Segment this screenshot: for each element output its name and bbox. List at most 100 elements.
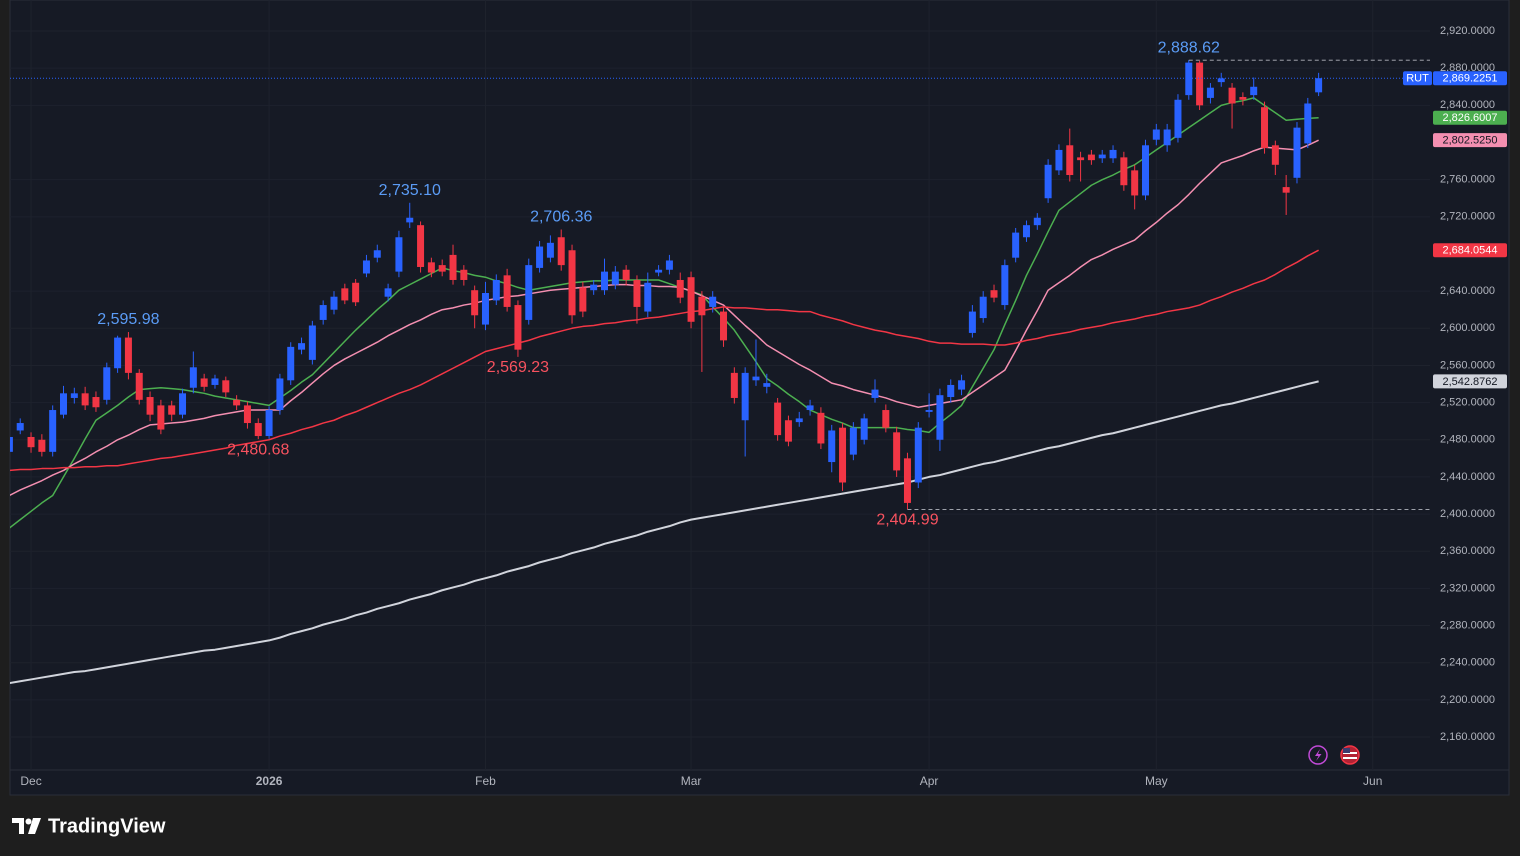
candle-body (1109, 149, 1117, 159)
candle-body (514, 305, 522, 350)
candle-body (590, 284, 598, 291)
candle-body (990, 290, 998, 298)
y-tick-label: 2,760.0000 (1440, 174, 1495, 186)
candle-body (860, 418, 868, 440)
candle-body (525, 265, 533, 320)
y-tick-label: 2,640.0000 (1440, 285, 1495, 297)
candle-body (352, 282, 360, 303)
candle-body (1001, 265, 1009, 306)
price-badge-label: 2,542.8762 (1442, 376, 1497, 388)
candle-body (1293, 127, 1301, 178)
moving-average-line (10, 380, 1319, 685)
logo-mark (25, 818, 32, 825)
candle-body (958, 380, 966, 390)
candle-body (49, 410, 57, 452)
candle-body (752, 376, 760, 381)
price-axis: 2,920.0000 2,880.0000 2,840.0000 2,760.0000… (20, 25, 1507, 788)
candle-body (168, 405, 176, 415)
candle-body (557, 237, 565, 266)
candle-body (373, 250, 381, 258)
footer-brand[interactable]: TradingView (48, 815, 166, 837)
candle-body (968, 311, 976, 333)
candle-body (330, 296, 338, 310)
price-badge (1433, 133, 1507, 148)
candle-body (460, 269, 468, 280)
candle-body (806, 405, 814, 411)
candle-body (1228, 87, 1236, 104)
low-label: 2,404.99 (876, 512, 938, 529)
candle-body (536, 246, 544, 268)
candle-body (243, 405, 251, 424)
price-badge (1433, 243, 1507, 258)
candle-body (124, 337, 132, 373)
candle-body (1206, 87, 1214, 98)
candle-body (741, 372, 749, 421)
candle-body (903, 458, 911, 503)
x-tick-label: May (1145, 774, 1168, 788)
x-tick-label: Dec (20, 774, 41, 788)
candle-body (384, 288, 392, 297)
moving-average-line (10, 139, 1319, 497)
high-label: 2,706.36 (530, 209, 592, 226)
price-badge-label: 2,869.2251 (1442, 73, 1497, 85)
y-tick-label: 2,880.0000 (1440, 62, 1495, 74)
candle-body (1142, 145, 1149, 196)
candle-body (893, 432, 901, 471)
candle-body (265, 410, 273, 437)
candle-body (1120, 157, 1128, 186)
candle-body (1239, 96, 1247, 100)
candle-body (1087, 154, 1095, 161)
bottom-icons[interactable] (1308, 745, 1360, 765)
candle-body (287, 346, 295, 381)
alert-icon[interactable] (1308, 745, 1328, 765)
candle-body (611, 271, 619, 285)
y-tick-label: 2,480.0000 (1440, 434, 1495, 446)
candle-body (1066, 145, 1074, 176)
candle-body (1131, 170, 1139, 196)
candle-body (417, 225, 425, 267)
flag-stripe (1343, 757, 1357, 759)
y-tick-label: 2,560.0000 (1440, 359, 1495, 371)
x-tick-label: 2026 (256, 774, 283, 788)
candle-body (936, 395, 944, 440)
candle-body (179, 393, 187, 415)
footer-logo[interactable]: TradingView (12, 815, 166, 837)
candle-body (925, 410, 933, 412)
candle-body (882, 410, 890, 428)
candle-body (81, 393, 89, 406)
candle-body (298, 343, 306, 350)
candle-body (308, 325, 316, 360)
candle-body (1282, 187, 1290, 193)
candle-body (222, 380, 230, 393)
candle-body (730, 372, 738, 398)
candle-body (709, 296, 717, 307)
high-label: 2,595.98 (97, 311, 159, 328)
candle-body (914, 427, 922, 483)
y-tick-label: 2,200.0000 (1440, 694, 1495, 706)
candle-body (406, 217, 414, 223)
candle-body (1315, 78, 1323, 93)
candle-body (644, 282, 652, 312)
symbol-label: RUT (1406, 73, 1429, 85)
flag-canton (1343, 748, 1350, 753)
y-tick-label: 2,240.0000 (1440, 657, 1495, 669)
candle-body (1304, 103, 1312, 144)
candle-body (1261, 107, 1269, 149)
candle-body (70, 393, 78, 398)
candle-body (1077, 157, 1085, 161)
grid (10, 0, 1430, 770)
alert-bolt (1315, 749, 1322, 761)
candle-body (871, 389, 879, 398)
candle-body (1163, 129, 1171, 146)
candle-body (1250, 86, 1258, 96)
y-tick-label: 2,840.0000 (1440, 99, 1495, 111)
candle-body (795, 418, 803, 423)
symbol-badge (1403, 71, 1432, 86)
candle-body (1217, 78, 1225, 83)
y-tick-label: 2,600.0000 (1440, 322, 1495, 334)
y-tick-label: 2,400.0000 (1440, 508, 1495, 520)
candle-body (449, 254, 457, 280)
price-badge-label: 2,802.5250 (1442, 135, 1497, 147)
price-badge-label: 2,826.6007 (1442, 112, 1497, 124)
